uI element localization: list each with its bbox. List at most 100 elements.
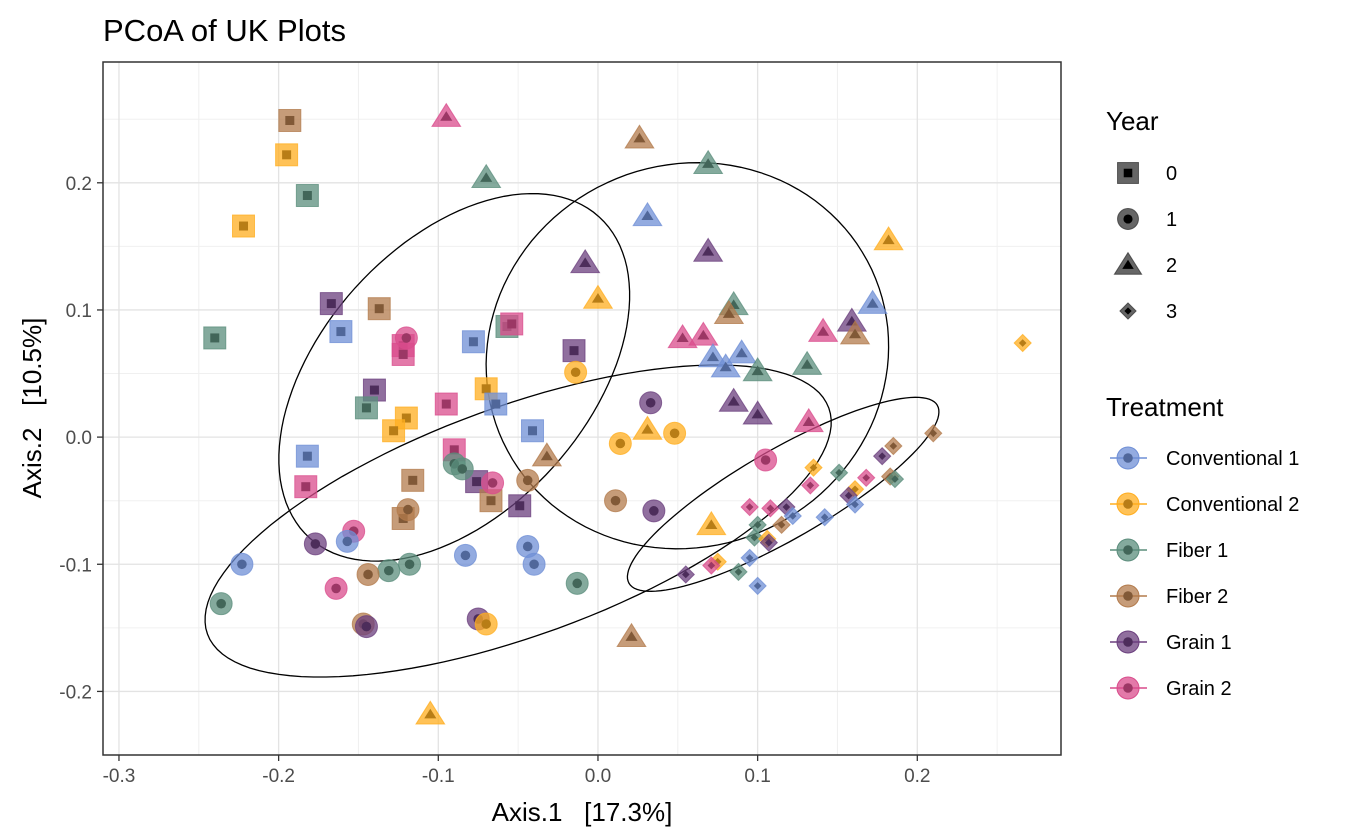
data-point-inner [610,495,621,506]
legend-treatment-key [1110,630,1147,654]
legend-treatment-key [1110,584,1147,608]
data-point-inner [472,477,482,487]
data-point [508,494,532,518]
data-point-inner [702,245,715,256]
data-point [450,457,474,481]
data-point-inner [891,475,899,483]
data-point [696,510,727,536]
data-point-inner [669,428,680,439]
data-point [761,499,780,518]
data-point [885,469,905,489]
data-point-inner [579,257,592,268]
data-point-inner [468,337,478,347]
data-point-inner [331,583,341,594]
legend-key-inner [1123,453,1133,463]
data-point [702,556,721,575]
data-point [692,237,724,262]
data-point-inner [302,451,312,461]
data-point [303,532,327,556]
legend-year-key-inner [1123,168,1133,178]
data-point [857,289,888,314]
data-point [829,463,849,482]
data-point [203,326,227,350]
data-point-inner [766,504,775,513]
data-point [209,592,233,616]
data-point [398,552,422,576]
data-point-inner [285,115,295,125]
data-point-inner [403,504,413,515]
data-point-inner [374,304,384,314]
x-tick-label: -0.2 [262,766,295,787]
data-point [396,498,420,522]
data-point [481,471,505,495]
data-point-inner [540,450,553,461]
data-point [663,421,687,445]
data-point-inner [844,491,853,500]
data-point-inner [753,582,762,590]
data-point [275,143,299,167]
data-point [474,612,498,636]
data-point-inner [765,538,773,547]
data-point-inner [782,503,791,511]
data-point-inner [649,506,659,516]
data-point [484,392,508,416]
data-point [470,163,502,188]
confidence-ellipse [204,364,832,678]
data-point [565,571,589,595]
data-point [793,407,824,433]
data-point-inner [572,578,583,589]
data-point-inner [522,541,533,552]
y-tick-label: 0.0 [66,428,92,449]
data-point [531,442,563,467]
x-tick-label: -0.1 [422,766,455,787]
data-point-inner [363,569,373,580]
data-point [230,552,254,576]
data-point-inner [401,413,411,423]
data-point-inner [751,365,764,376]
data-point [872,446,892,466]
data-point-inner [777,521,786,529]
legend-treatment-key [1110,446,1147,470]
x-axis-title: Axis.1 [17.3%] [492,797,673,827]
data-point-inner [342,536,353,547]
data-point [676,565,695,584]
data-point [354,615,378,639]
legend-year: Year 0 1 2 3 [1106,106,1177,323]
data-point [616,622,647,647]
data-point [777,497,796,517]
data-point [582,284,614,309]
data-point-inner [460,550,471,561]
data-point-inner [301,482,311,492]
data-point [742,400,773,425]
data-point [382,419,406,443]
data-point-inner [835,468,843,477]
confidence-ellipse [626,396,940,592]
x-tick-label: 0.1 [744,766,770,787]
legend-key-inner [1123,499,1133,509]
data-point [401,468,425,492]
data-point-inner [753,521,762,529]
data-point [688,321,719,346]
x-axis: -0.3 -0.2 -0.1 0.0 0.1 0.2 [103,755,931,787]
legend-year-key [1117,208,1139,230]
y-tick-label: -0.1 [59,555,92,576]
data-point-inner [751,408,764,419]
data-point [642,499,666,523]
data-point-inner [801,359,814,369]
data-point [278,108,302,132]
legend-year-key-inner [1124,307,1132,315]
data-point [324,576,348,600]
data-point-inner [641,210,654,220]
data-point [367,297,391,321]
x-tick-label: 0.2 [904,766,930,787]
data-point [329,320,353,344]
data-point-inner [369,385,379,395]
data-point-inner [802,416,815,426]
legend-year-label: 0 [1166,163,1177,185]
legend-treatment-label: Grain 1 [1166,632,1232,654]
data-point [692,149,724,174]
legend-treatment-label: Fiber 2 [1166,586,1228,608]
data-point [632,201,663,227]
data-point-inner [851,500,859,509]
